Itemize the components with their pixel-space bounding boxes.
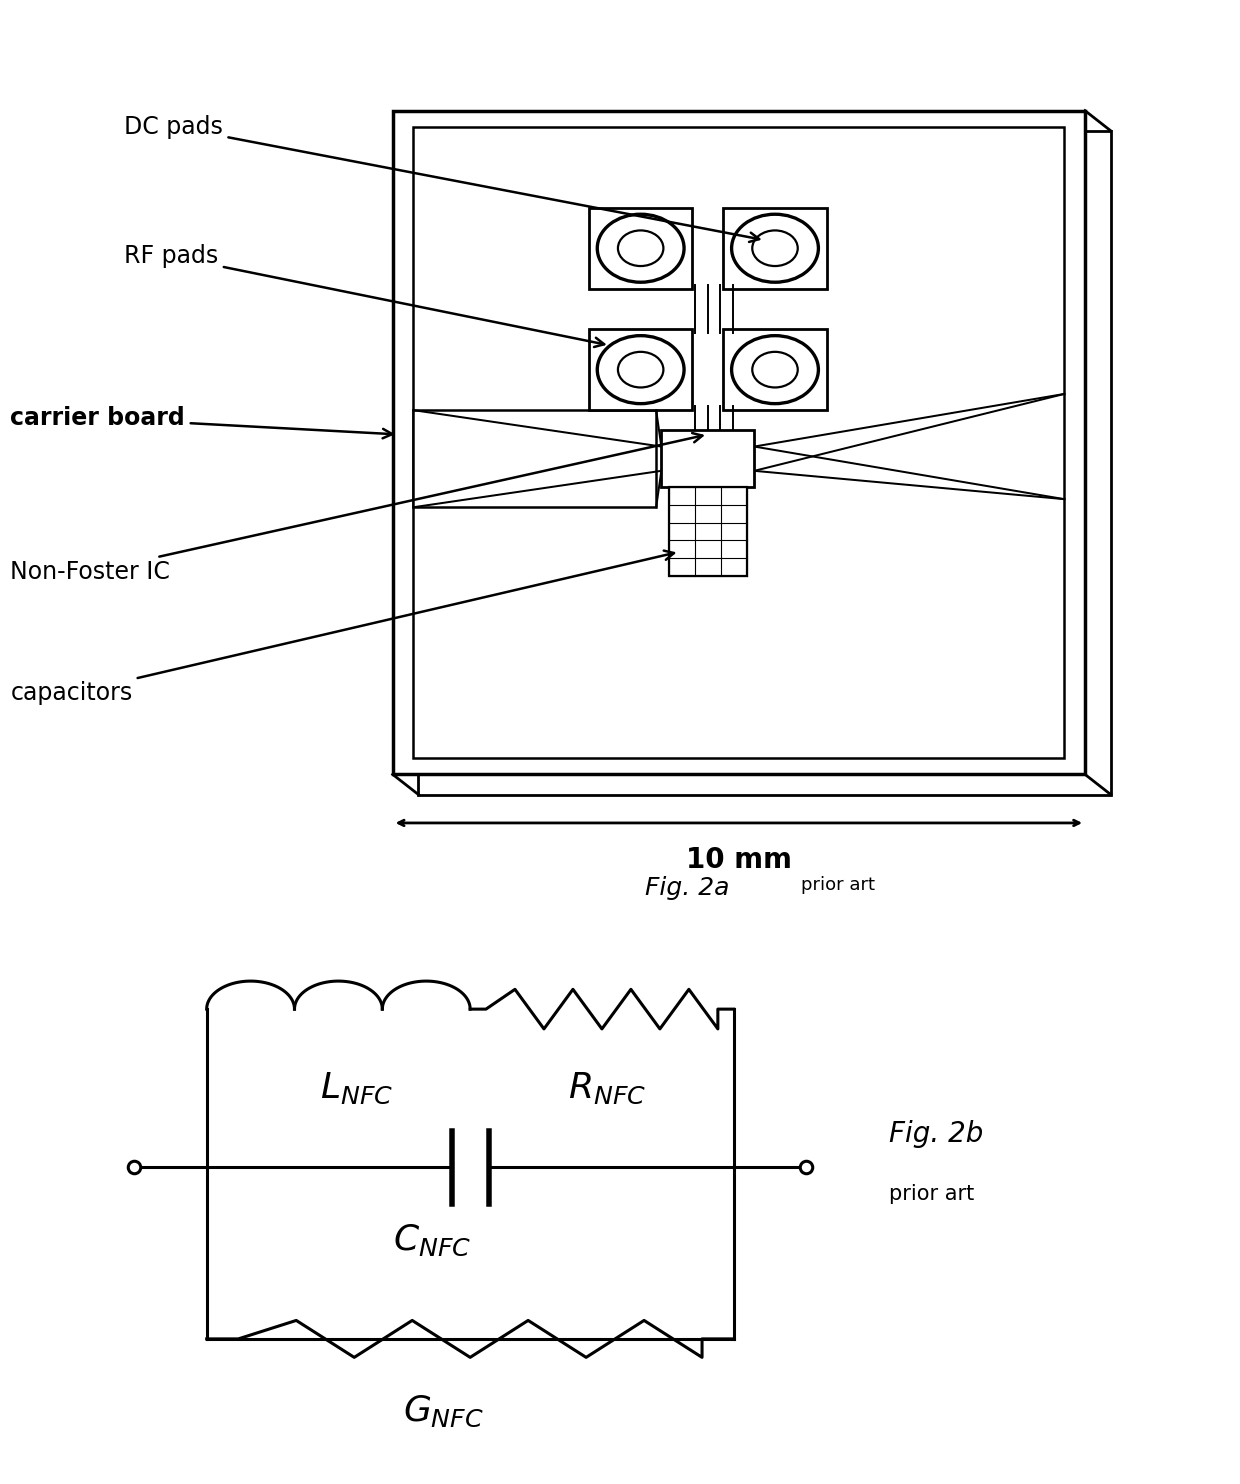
Text: 10 mm: 10 mm: [686, 846, 792, 874]
Polygon shape: [393, 111, 1085, 775]
Bar: [589, 329, 692, 410]
Text: capacitors: capacitors: [10, 551, 675, 705]
Text: $\mathit{G}_{NFC}$: $\mathit{G}_{NFC}$: [403, 1393, 484, 1429]
Bar: [723, 208, 827, 289]
Text: Fig. 2a: Fig. 2a: [645, 876, 729, 899]
Text: $\mathit{C}_{NFC}$: $\mathit{C}_{NFC}$: [393, 1223, 471, 1257]
Text: prior art: prior art: [889, 1184, 973, 1204]
Text: prior art: prior art: [801, 876, 875, 893]
Circle shape: [753, 352, 797, 387]
Circle shape: [732, 214, 818, 282]
Circle shape: [598, 214, 684, 282]
Bar: [661, 430, 754, 487]
Bar: [670, 487, 746, 576]
Text: $\mathit{L}_{NFC}$: $\mathit{L}_{NFC}$: [320, 1070, 393, 1106]
Circle shape: [618, 230, 663, 266]
Bar: [413, 410, 656, 508]
Text: Fig. 2b: Fig. 2b: [889, 1120, 983, 1149]
Text: DC pads: DC pads: [124, 114, 759, 242]
Text: carrier board: carrier board: [10, 407, 392, 438]
Text: RF pads: RF pads: [124, 245, 604, 347]
Circle shape: [753, 230, 797, 266]
Text: $\mathit{R}_{NFC}$: $\mathit{R}_{NFC}$: [568, 1070, 646, 1106]
Circle shape: [732, 335, 818, 404]
Bar: [723, 329, 827, 410]
Text: Non-Foster IC: Non-Foster IC: [10, 433, 702, 585]
Circle shape: [618, 352, 663, 387]
Bar: [589, 208, 692, 289]
Circle shape: [598, 335, 684, 404]
